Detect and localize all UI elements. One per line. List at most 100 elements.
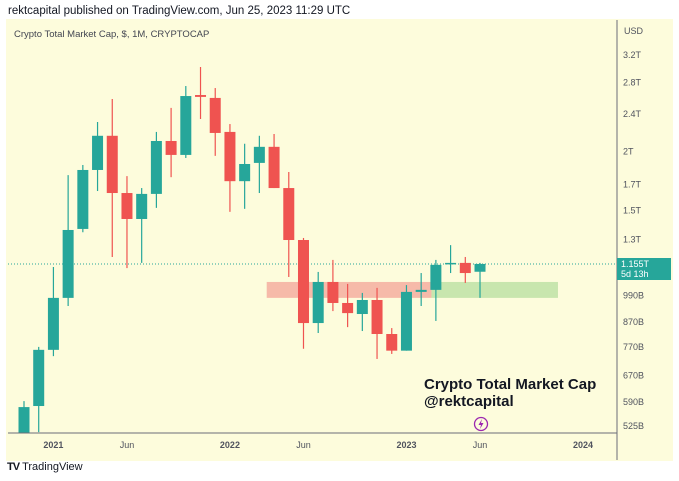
candle-body — [253, 146, 265, 163]
candle-2022-12 — [386, 328, 398, 354]
candle-2021-04 — [92, 121, 104, 192]
candle-body — [445, 262, 457, 265]
time-tick-label: 2023 — [396, 440, 416, 450]
time-tick-label: Jun — [296, 440, 311, 450]
price-tick-label: 1.5T — [623, 205, 642, 215]
candle-2022-11 — [371, 287, 383, 359]
price-tick-label: 990B — [623, 291, 644, 301]
candle-body — [474, 263, 486, 272]
time-tick-label: 2022 — [220, 440, 240, 450]
candle-2021-10 — [180, 86, 192, 158]
candle-2021-05 — [106, 99, 118, 257]
symbol-title: Crypto Total Market Cap, $, 1M, CRYPTOCA… — [14, 29, 210, 40]
candle-body — [180, 96, 192, 155]
candle-2022-08 — [327, 259, 339, 312]
candle-body — [312, 281, 324, 324]
candle-body — [106, 135, 118, 194]
price-tick-label: 1.3T — [623, 235, 642, 245]
candle-body — [62, 229, 74, 298]
price-tick-label: 2.8T — [623, 77, 642, 87]
candle-2022-07 — [312, 271, 324, 334]
candle-2023-06 — [474, 262, 486, 298]
bar-countdown: 5d 13h — [621, 269, 649, 279]
candle-body — [150, 140, 162, 194]
candle-2023-01 — [400, 285, 412, 351]
candle-2022-09 — [342, 283, 354, 328]
candle-body — [386, 334, 398, 351]
event-icon-circle — [473, 416, 489, 432]
candle-body — [92, 135, 104, 170]
candle-2022-03 — [253, 135, 265, 194]
time-tick-label: Jun — [120, 440, 135, 450]
candle-2022-05 — [283, 172, 295, 277]
chart-panel — [6, 19, 673, 461]
time-tick-label: 2024 — [573, 440, 593, 450]
tradingview-logo-icon: TV — [7, 461, 20, 473]
candle-body — [327, 281, 339, 303]
candle-body — [342, 302, 354, 314]
candle-body — [268, 146, 280, 189]
candle-body — [224, 131, 236, 182]
price-tick-label: 2.4T — [623, 109, 642, 119]
candle-body — [400, 291, 412, 351]
plot-area — [8, 67, 616, 433]
time-tick-label: 2021 — [43, 440, 63, 450]
price-tick-label: 525B — [623, 421, 644, 431]
candle-body — [283, 188, 295, 241]
lightning-icon — [478, 419, 484, 429]
support-zone — [431, 281, 558, 298]
candle-body — [47, 297, 59, 350]
candle-body — [356, 299, 368, 315]
candle-2020-11 — [18, 401, 30, 433]
candle-2022-01 — [224, 124, 236, 212]
candle-2023-04 — [445, 245, 457, 274]
tradingview-logo[interactable]: TV TradingView — [7, 461, 83, 473]
candle-body — [209, 97, 221, 133]
tradingview-logo-text: TradingView — [22, 461, 83, 473]
candle-body — [33, 349, 45, 407]
candle-2021-09 — [165, 107, 177, 178]
candle-body — [136, 193, 148, 219]
candle-body — [18, 407, 30, 433]
candle-2021-08 — [150, 131, 162, 208]
candle-2021-06 — [121, 176, 133, 269]
candle-2023-05 — [459, 256, 471, 283]
candle-body — [430, 264, 442, 290]
candle-2021-12 — [209, 88, 221, 156]
candle-2021-07 — [136, 188, 148, 263]
price-tick-label: 590B — [623, 397, 644, 407]
lightning-circle-icon[interactable] — [473, 416, 489, 432]
candle-body — [239, 163, 251, 182]
candle-2021-11 — [195, 67, 207, 119]
candle-body — [297, 240, 309, 324]
publish-info: rektcapital published on TradingView.com… — [8, 5, 351, 17]
price-tick-label: 670B — [623, 371, 644, 381]
watermark-title: Crypto Total Market Cap — [424, 376, 597, 393]
candle-2020-12 — [33, 346, 45, 433]
candle-2022-06 — [297, 237, 309, 349]
candle-body — [195, 95, 207, 97]
candle-body — [121, 193, 133, 219]
candle-2023-02 — [415, 273, 427, 307]
candle-body — [165, 140, 177, 155]
candle-2021-03 — [77, 164, 89, 233]
candle-2021-01 — [47, 267, 59, 357]
last-price-value: 1.155T — [621, 259, 650, 269]
last-price-label: 1.155T 5d 13h — [617, 258, 671, 280]
price-tick-label: 770B — [623, 342, 644, 352]
price-axis-currency: USD — [624, 26, 644, 36]
candle-2021-02 — [62, 175, 74, 307]
candle-2022-10 — [356, 292, 368, 332]
price-tick-label: 1.7T — [623, 180, 642, 190]
candle-2023-03 — [430, 259, 442, 321]
candle-body — [77, 169, 89, 229]
candle-body — [371, 299, 383, 335]
price-tick-label: 870B — [623, 317, 644, 327]
watermark-author: @rektcapital — [424, 393, 514, 410]
candle-body — [459, 262, 471, 274]
price-tick-label: 2T — [623, 146, 634, 156]
candle-body — [415, 289, 427, 292]
candle-2022-04 — [268, 133, 280, 189]
price-tick-label: 3.2T — [623, 50, 642, 60]
